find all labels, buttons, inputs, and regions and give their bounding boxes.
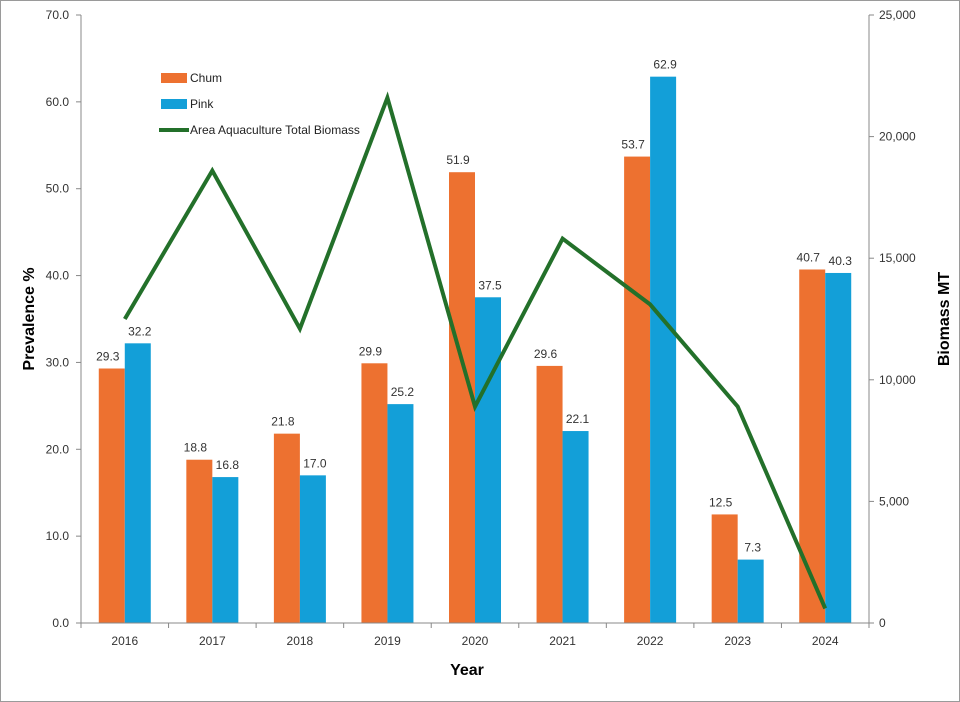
data-label-pink-2023: 7.3 [744, 541, 761, 555]
x-tick-label-2016: 2016 [111, 634, 138, 648]
data-label-pink-2016: 32.2 [128, 324, 152, 338]
data-label-pink-2021: 22.1 [566, 412, 590, 426]
bar-pink-2019 [387, 404, 414, 623]
data-label-pink-2019: 25.2 [391, 385, 415, 399]
legend-label: Pink [190, 97, 214, 111]
y2-tick-label: 0 [879, 616, 886, 630]
bar-chum-2023 [711, 514, 738, 623]
y-tick-label: 0.0 [52, 616, 69, 630]
data-label-chum-2017: 18.8 [184, 441, 208, 455]
y2-tick-label: 20,000 [879, 130, 916, 144]
legend-swatch-chum [161, 73, 187, 83]
y-tick-label: 10.0 [46, 529, 70, 543]
y-tick-label: 70.0 [46, 8, 70, 22]
x-tick-label-2022: 2022 [637, 634, 664, 648]
x-tick-label-2017: 2017 [199, 634, 226, 648]
y-axis-title: Prevalence % [21, 267, 38, 370]
x-tick-label-2023: 2023 [724, 634, 751, 648]
bar-pink-2018 [299, 475, 326, 623]
axes-layer: 0.0 10.0 20.0 30.0 40.0 50.0 60.0 70.0 0 5,000 10,… [46, 8, 916, 648]
y-tick-label: 30.0 [46, 355, 70, 369]
x-tick-label-2020: 2020 [462, 634, 489, 648]
y-tick-label: 20.0 [46, 442, 70, 456]
y-tick-label: 40.0 [46, 269, 70, 283]
legend-swatch-pink [161, 99, 187, 109]
bar-chum-2018 [273, 433, 300, 623]
bars-layer [98, 76, 852, 623]
y2-axis-title: Biomass MT [936, 272, 953, 366]
bar-chum-2022 [624, 156, 651, 623]
line-layer [123, 91, 828, 610]
bar-chum-2024 [799, 269, 826, 623]
data-label-pink-2020: 37.5 [478, 278, 502, 292]
x-tick-label-2024: 2024 [812, 634, 839, 648]
bar-pink-2022 [650, 76, 677, 623]
bar-chum-2019 [361, 363, 388, 623]
data-label-chum-2020: 51.9 [446, 153, 470, 167]
legend-label: Area Aquaculture Total Biomass [190, 123, 360, 137]
bar-pink-2020 [475, 297, 501, 623]
data-label-chum-2019: 29.9 [359, 344, 383, 358]
data-label-chum-2018: 21.8 [271, 415, 295, 429]
x-tick-label-2019: 2019 [374, 634, 401, 648]
bar-chum-2016 [98, 368, 125, 623]
bar-pink-2017 [212, 477, 239, 623]
y-tick-label: 50.0 [46, 182, 70, 196]
bar-pink-2024 [825, 272, 852, 623]
bar-chum-2017 [186, 459, 213, 623]
data-label-chum-2023: 12.5 [709, 495, 733, 509]
x-axis-title: Year [450, 662, 484, 679]
data-label-chum-2021: 29.6 [534, 347, 558, 361]
y2-tick-label: 15,000 [879, 251, 916, 265]
bar-chum-2021 [536, 365, 563, 623]
legend-label: Chum [190, 71, 222, 85]
biomass-line [123, 91, 828, 610]
y2-tick-label: 5,000 [879, 494, 909, 508]
legend: Chum Pink Area Aquaculture Total Biomass [159, 71, 360, 137]
data-label-pink-2024: 40.3 [829, 254, 853, 268]
data-label-pink-2022: 62.9 [653, 58, 677, 72]
data-labels-layer: 29.3 18.8 21.8 29.9 51.9 29.6 53.7 12.5 40.7 32.2… [96, 58, 852, 555]
bar-pink-2023 [737, 559, 764, 623]
data-label-chum-2024: 40.7 [797, 250, 821, 264]
y-tick-label: 60.0 [46, 95, 70, 109]
y2-tick-label: 25,000 [879, 8, 916, 22]
data-label-pink-2017: 16.8 [216, 458, 240, 472]
y2-tick-label: 10,000 [879, 373, 916, 387]
bar-pink-2021 [562, 431, 589, 623]
bar-pink-2016 [124, 343, 151, 623]
data-label-pink-2018: 17.0 [303, 456, 327, 470]
x-tick-label-2018: 2018 [287, 634, 314, 648]
x-tick-label-2021: 2021 [549, 634, 576, 648]
data-label-chum-2016: 29.3 [96, 350, 120, 364]
data-label-chum-2022: 53.7 [621, 138, 645, 152]
